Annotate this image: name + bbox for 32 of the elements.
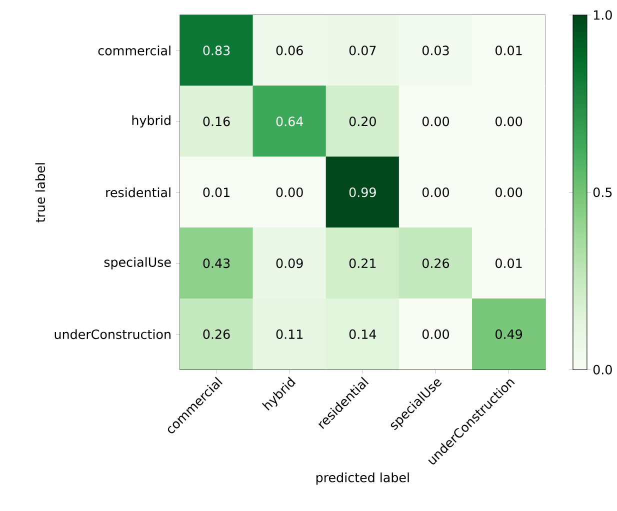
data-label: 0.00 — [422, 329, 449, 340]
data-label: 0.01 — [496, 46, 522, 56]
data-label: 0.01 — [203, 188, 230, 198]
data-label: 0.00 — [276, 188, 303, 198]
color-bar-label: 0.0 — [593, 364, 612, 374]
data-label: 0.06 — [276, 46, 303, 56]
y-axis-title: true label — [35, 163, 46, 222]
data-label: 0.99 — [349, 188, 376, 198]
y-tick-label: residential — [106, 187, 170, 198]
data-label: 0.03 — [422, 46, 449, 56]
data-label: 0.49 — [496, 329, 522, 340]
data-label: 0.07 — [349, 46, 376, 56]
color-bar-label: 1.0 — [594, 10, 612, 20]
y-tick-label: hybrid — [132, 115, 170, 128]
data-label: 0.83 — [203, 46, 230, 56]
data-label: 0.16 — [203, 116, 230, 126]
data-label: 0.64 — [276, 116, 303, 126]
data-label: 0.26 — [422, 258, 450, 268]
data-label: 0.21 — [349, 258, 376, 268]
data-label: 0.00 — [496, 116, 522, 126]
y-tick-label: specialUse — [104, 257, 171, 270]
y-tick-label: commercial — [98, 46, 170, 56]
color-bar-label: 0.5 — [593, 188, 612, 198]
data-label: 0.09 — [276, 258, 303, 268]
data-label: 0.00 — [496, 188, 522, 198]
data-label: 0.20 — [349, 116, 376, 126]
x-axis-title: predicted label — [316, 472, 409, 485]
y-tick-label: underConstruction — [54, 329, 170, 340]
data-label: 0.14 — [349, 329, 376, 340]
data-label: 0.00 — [422, 188, 449, 198]
data-label: 0.00 — [422, 116, 449, 126]
data-label: 0.11 — [276, 329, 303, 340]
